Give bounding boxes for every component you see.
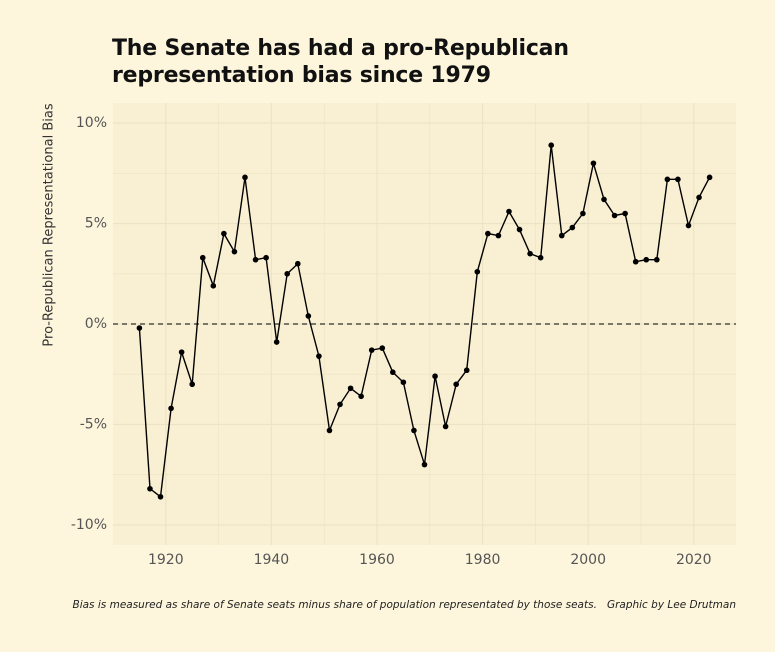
data-points (136, 142, 713, 500)
data-point (252, 256, 259, 263)
data-point (273, 339, 280, 345)
data-point (432, 373, 438, 380)
data-point (622, 210, 628, 217)
data-point (611, 212, 618, 219)
x-tick-label: 1940 (254, 552, 290, 568)
caption-note: Bias is measured as share of Senate seat… (72, 599, 597, 611)
data-point (368, 347, 375, 353)
data-point (442, 423, 449, 430)
data-point (506, 208, 512, 215)
data-point (474, 268, 481, 275)
data-point (400, 379, 407, 386)
data-point (305, 313, 312, 319)
data-point (284, 270, 291, 277)
data-point (411, 427, 417, 434)
x-tick-label: 1960 (359, 552, 395, 568)
data-point (632, 258, 639, 265)
y-tick-label: -5% (80, 416, 107, 432)
x-tick-label: 2000 (570, 552, 606, 568)
data-point (495, 232, 502, 239)
data-point (390, 369, 396, 376)
data-point (654, 256, 660, 263)
data-point (601, 196, 607, 203)
data-point (421, 461, 428, 468)
caption-credit: Graphic by Lee Drutman (606, 599, 736, 611)
y-tick-label: 0% (85, 316, 107, 332)
data-point (485, 230, 491, 237)
data-point (453, 381, 459, 388)
chart-title-line-2: representation bias since 1979 (112, 63, 491, 88)
data-point (210, 283, 217, 289)
data-point (178, 349, 185, 355)
data-point (527, 250, 533, 257)
chart-title-line-1: The Senate has had a pro-Republican (112, 36, 569, 61)
data-point (316, 353, 322, 359)
data-point (706, 174, 713, 181)
x-tick-label: 2020 (676, 552, 712, 568)
data-point (263, 254, 269, 261)
y-tick-label: 5% (85, 216, 107, 232)
data-point (537, 254, 544, 261)
data-point (558, 232, 565, 239)
data-point (199, 254, 206, 261)
data-point (580, 210, 586, 217)
y-tick-label: 10% (76, 115, 107, 131)
data-point (548, 142, 555, 148)
data-point (696, 194, 702, 201)
data-point (675, 176, 681, 183)
data-point (569, 224, 576, 231)
x-tick-label: 1920 (148, 552, 184, 568)
data-point (463, 367, 470, 374)
caption: Bias is measured as share of Senate seat… (0, 599, 737, 611)
data-point (231, 248, 238, 255)
data-point (590, 160, 597, 167)
y-tick-label: -10% (71, 517, 107, 533)
data-point (379, 345, 386, 351)
data-point (157, 493, 164, 500)
data-point (189, 381, 195, 388)
y-tick-labels: -10% -5% 0% 5% 10% (71, 115, 107, 533)
data-point (685, 222, 692, 229)
data-point (147, 485, 153, 492)
data-point (136, 325, 143, 331)
data-point (664, 176, 671, 183)
data-point (358, 393, 364, 400)
x-tick-labels: 1920 1940 1960 1980 2000 2020 (148, 552, 712, 568)
data-point (168, 405, 174, 412)
y-axis-title: Pro-Republican Representational Bias (42, 103, 57, 346)
data-point (516, 226, 523, 233)
data-point (347, 385, 354, 392)
data-point (326, 427, 333, 434)
data-point (294, 260, 301, 267)
data-point (242, 174, 248, 181)
x-tick-label: 1980 (465, 552, 501, 568)
data-point (643, 256, 650, 263)
data-point (221, 230, 227, 237)
data-point (337, 401, 343, 408)
